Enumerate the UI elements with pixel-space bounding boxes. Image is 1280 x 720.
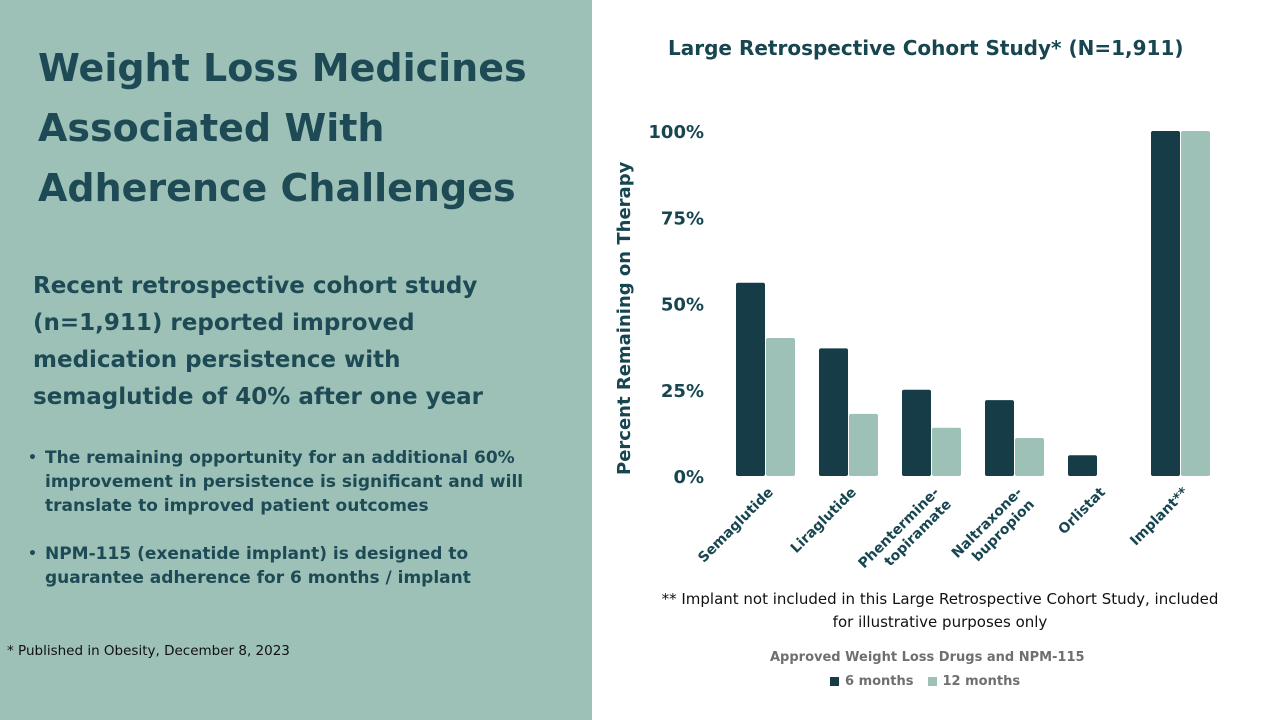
legend-swatch: [927, 677, 937, 686]
bullet-line: NPM-115 (exenatide implant) is designed …: [45, 544, 469, 564]
left-panel: [0, 0, 592, 720]
x-tick-label: Implant**: [1127, 484, 1192, 549]
bullet-line: improvement in persistence is significan…: [45, 472, 524, 492]
chart-note-line: ** Implant not included in this Large Re…: [661, 590, 1219, 608]
bar-12-months: [766, 338, 795, 476]
x-axis-ticks: Semaglutide LiraglutidePhentermine-topira…: [695, 484, 1192, 580]
bullet-line: The remaining opportunity for an additio…: [45, 448, 515, 468]
bar-12-months: [849, 413, 878, 476]
x-tick-label: Liraglutide: [788, 485, 860, 557]
lead-line: medication persistence with: [33, 347, 401, 373]
bullet-list: The remaining opportunity for an additio…: [28, 446, 568, 614]
x-tick-label: Phentermine-topiramate: [856, 484, 955, 580]
bullet-line: translate to improved patient outcomes: [45, 496, 429, 516]
legend-item-12-months: 12 months: [927, 674, 1021, 689]
bullet-item: The remaining opportunity for an additio…: [28, 446, 568, 518]
chart-note-line: for illustrative purposes only: [832, 613, 1048, 631]
lead-line: semaglutide of 40% after one year: [33, 384, 484, 410]
legend-label: 6 months: [845, 674, 914, 689]
y-tick-label: 75%: [661, 208, 704, 229]
bar-chart: 100% 75% 50% 25% 0% Semaglutide LiraglutidePh…: [648, 122, 1210, 580]
x-axis-title: Approved Weight Loss Drugs and NPM-115: [770, 650, 1085, 665]
lead-line: (n=1,911) reported improved: [33, 310, 415, 336]
headline-line: Associated With: [38, 106, 385, 150]
bar-6-months: [985, 400, 1014, 476]
x-tick-label: Semaglutide: [695, 485, 777, 567]
bar-6-months: [1151, 131, 1180, 476]
bar-6-months: [819, 348, 848, 476]
bullet-item: NPM-115 (exenatide implant) is designed …: [28, 542, 568, 590]
x-tick-label: Naltraxone-bupropion: [949, 484, 1038, 573]
legend-label: 12 months: [942, 674, 1021, 689]
chart-note: ** Implant not included in this Large Re…: [640, 588, 1240, 634]
headline-line: Weight Loss Medicines: [38, 46, 527, 90]
bar-12-months: [1181, 131, 1210, 476]
slide-headline: Weight Loss Medicines Associated With Ad…: [38, 38, 578, 218]
legend-swatch: [830, 677, 839, 686]
bar-12-months: [932, 427, 961, 476]
bars: [736, 131, 1210, 476]
bar-12-months: [1015, 438, 1044, 476]
x-tick-label: Orlistat: [1055, 484, 1109, 538]
y-axis-ticks: 100% 75% 50% 25% 0%: [648, 122, 704, 488]
legend-item-6-months: 6 months: [830, 674, 914, 689]
lead-line: Recent retrospective cohort study: [33, 273, 478, 299]
chart-title: Large Retrospective Cohort Study* (N=1,9…: [668, 36, 1184, 60]
bar-6-months: [736, 282, 765, 476]
bullet-line: guarantee adherence for 6 months / impla…: [45, 568, 471, 588]
y-tick-label: 100%: [648, 122, 704, 143]
chart-legend: 6 months 12 months: [830, 674, 1020, 689]
bar-6-months: [902, 389, 931, 476]
y-tick-label: 0%: [673, 467, 704, 488]
lead-paragraph: Recent retrospective cohort study (n=1,9…: [33, 268, 573, 416]
y-tick-label: 50%: [661, 295, 704, 316]
footnote: * Published in Obesity, December 8, 2023: [7, 643, 290, 659]
bar-6-months: [1068, 455, 1097, 476]
headline-line: Adherence Challenges: [38, 166, 516, 210]
y-tick-label: 25%: [661, 381, 704, 402]
